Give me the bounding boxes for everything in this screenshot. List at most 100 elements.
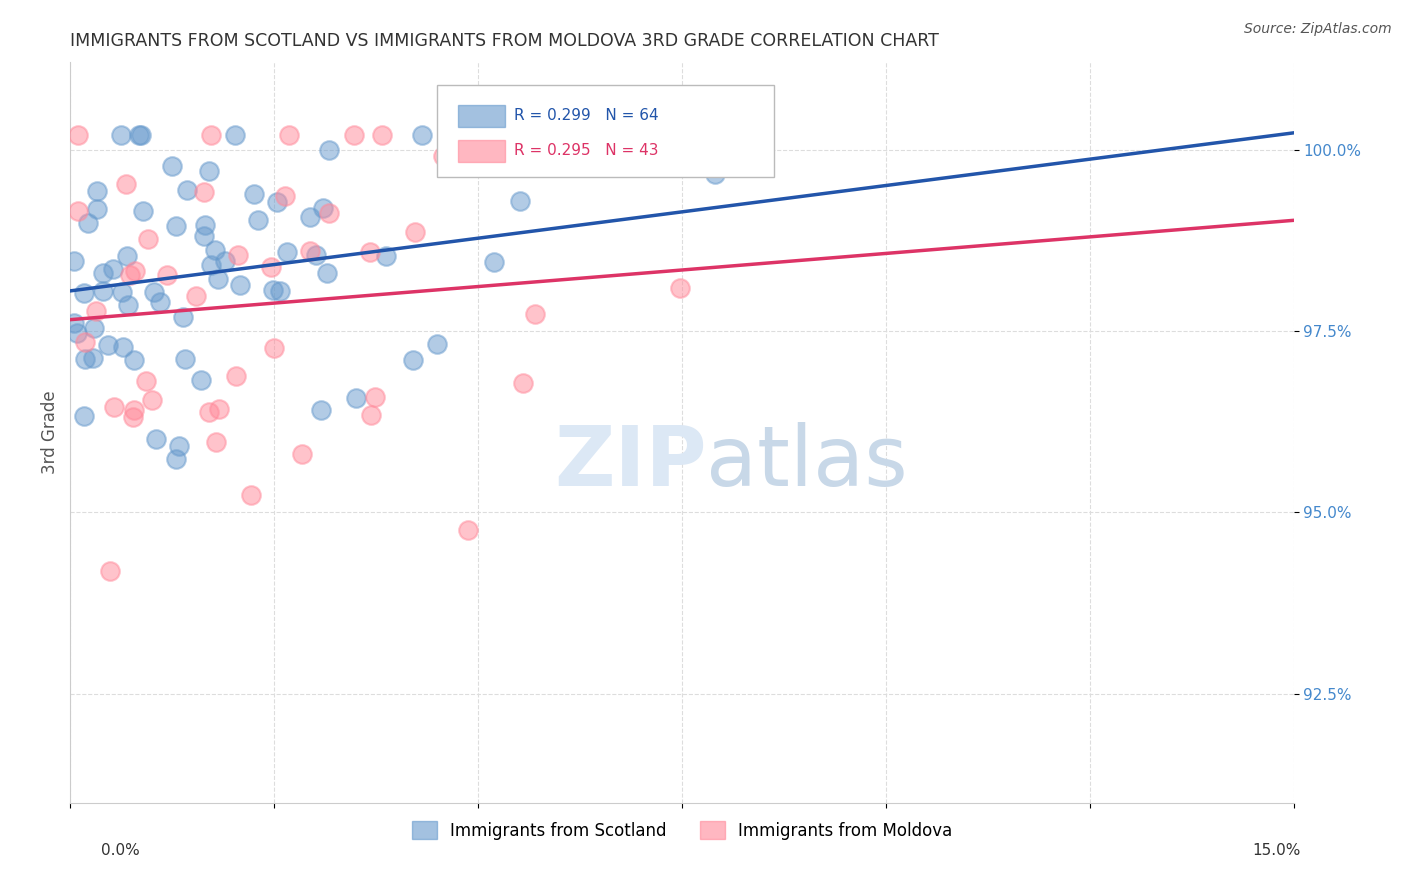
Point: [411, 128, 433, 142]
Point: [84, 304, 107, 318]
Point: [77, 216, 100, 230]
Point: [172, 310, 194, 325]
Point: [311, 403, 333, 417]
Point: [263, 341, 285, 355]
Point: [156, 268, 179, 282]
Bar: [458, 140, 505, 162]
Point: [149, 295, 172, 310]
Point: [111, 340, 134, 354]
Point: [266, 195, 288, 210]
Point: [120, 268, 142, 282]
Text: atlas: atlas: [706, 422, 908, 503]
Point: [359, 244, 381, 259]
Point: [262, 284, 284, 298]
Point: [131, 128, 153, 142]
Text: R = 0.299   N = 64: R = 0.299 N = 64: [515, 108, 659, 122]
Point: [165, 452, 187, 467]
Point: [204, 244, 226, 258]
Point: [83, 321, 105, 335]
Point: [305, 248, 328, 262]
Point: [86, 184, 108, 198]
Text: 0.0%: 0.0%: [101, 843, 141, 858]
Point: [269, 285, 291, 299]
Point: [200, 258, 222, 272]
Point: [73, 286, 96, 301]
Point: [66, 204, 89, 219]
Point: [371, 128, 394, 142]
Point: [117, 297, 139, 311]
Point: [291, 447, 314, 461]
Point: [207, 271, 229, 285]
Point: [115, 178, 138, 192]
Point: [66, 326, 89, 340]
Point: [704, 167, 727, 181]
Point: [73, 351, 96, 366]
Point: [128, 128, 150, 142]
Point: [111, 285, 134, 300]
Point: [225, 368, 247, 383]
Point: [426, 337, 449, 351]
Point: [318, 143, 340, 157]
Point: [86, 202, 108, 216]
Point: [165, 219, 187, 233]
Point: [208, 402, 231, 417]
Point: [197, 405, 219, 419]
Point: [122, 403, 145, 417]
Point: [193, 229, 215, 244]
Point: [360, 408, 382, 422]
Point: [63, 316, 86, 330]
Legend: Immigrants from Scotland, Immigrants from Moldova: Immigrants from Scotland, Immigrants fro…: [405, 814, 959, 847]
Point: [446, 128, 468, 142]
Point: [316, 266, 339, 280]
Point: [509, 194, 531, 208]
Point: [200, 128, 222, 142]
Point: [103, 400, 125, 414]
Point: [138, 232, 160, 246]
Point: [343, 128, 366, 142]
Bar: [458, 104, 505, 127]
Point: [457, 523, 479, 537]
Point: [669, 281, 692, 295]
Point: [276, 245, 298, 260]
Point: [186, 289, 208, 303]
Point: [141, 392, 163, 407]
Point: [121, 410, 143, 425]
Point: [174, 352, 197, 367]
Point: [363, 390, 385, 404]
Point: [198, 163, 221, 178]
Point: [160, 160, 183, 174]
Text: 15.0%: 15.0%: [1253, 843, 1301, 858]
Point: [432, 149, 454, 163]
Point: [142, 285, 165, 300]
Point: [176, 183, 198, 197]
Point: [243, 186, 266, 201]
Point: [124, 264, 146, 278]
Point: [278, 128, 301, 142]
Point: [97, 338, 120, 352]
Point: [82, 351, 104, 365]
Point: [122, 352, 145, 367]
Point: [115, 249, 138, 263]
FancyBboxPatch shape: [437, 85, 773, 178]
Point: [73, 335, 96, 350]
Point: [205, 434, 228, 449]
Point: [145, 432, 167, 446]
Point: [240, 488, 263, 502]
Point: [135, 374, 157, 388]
Point: [214, 253, 236, 268]
Point: [274, 188, 297, 202]
Y-axis label: 3rd Grade: 3rd Grade: [41, 391, 59, 475]
Point: [110, 128, 132, 142]
Text: IMMIGRANTS FROM SCOTLAND VS IMMIGRANTS FROM MOLDOVA 3RD GRADE CORRELATION CHART: IMMIGRANTS FROM SCOTLAND VS IMMIGRANTS F…: [70, 32, 939, 50]
Point: [194, 218, 217, 232]
Point: [91, 266, 114, 280]
Point: [260, 260, 283, 274]
Point: [482, 255, 505, 269]
Text: ZIP: ZIP: [554, 422, 706, 503]
Point: [375, 249, 398, 263]
Point: [344, 392, 367, 406]
Point: [512, 376, 534, 391]
Point: [228, 248, 250, 262]
Point: [404, 225, 426, 239]
Point: [63, 254, 86, 268]
